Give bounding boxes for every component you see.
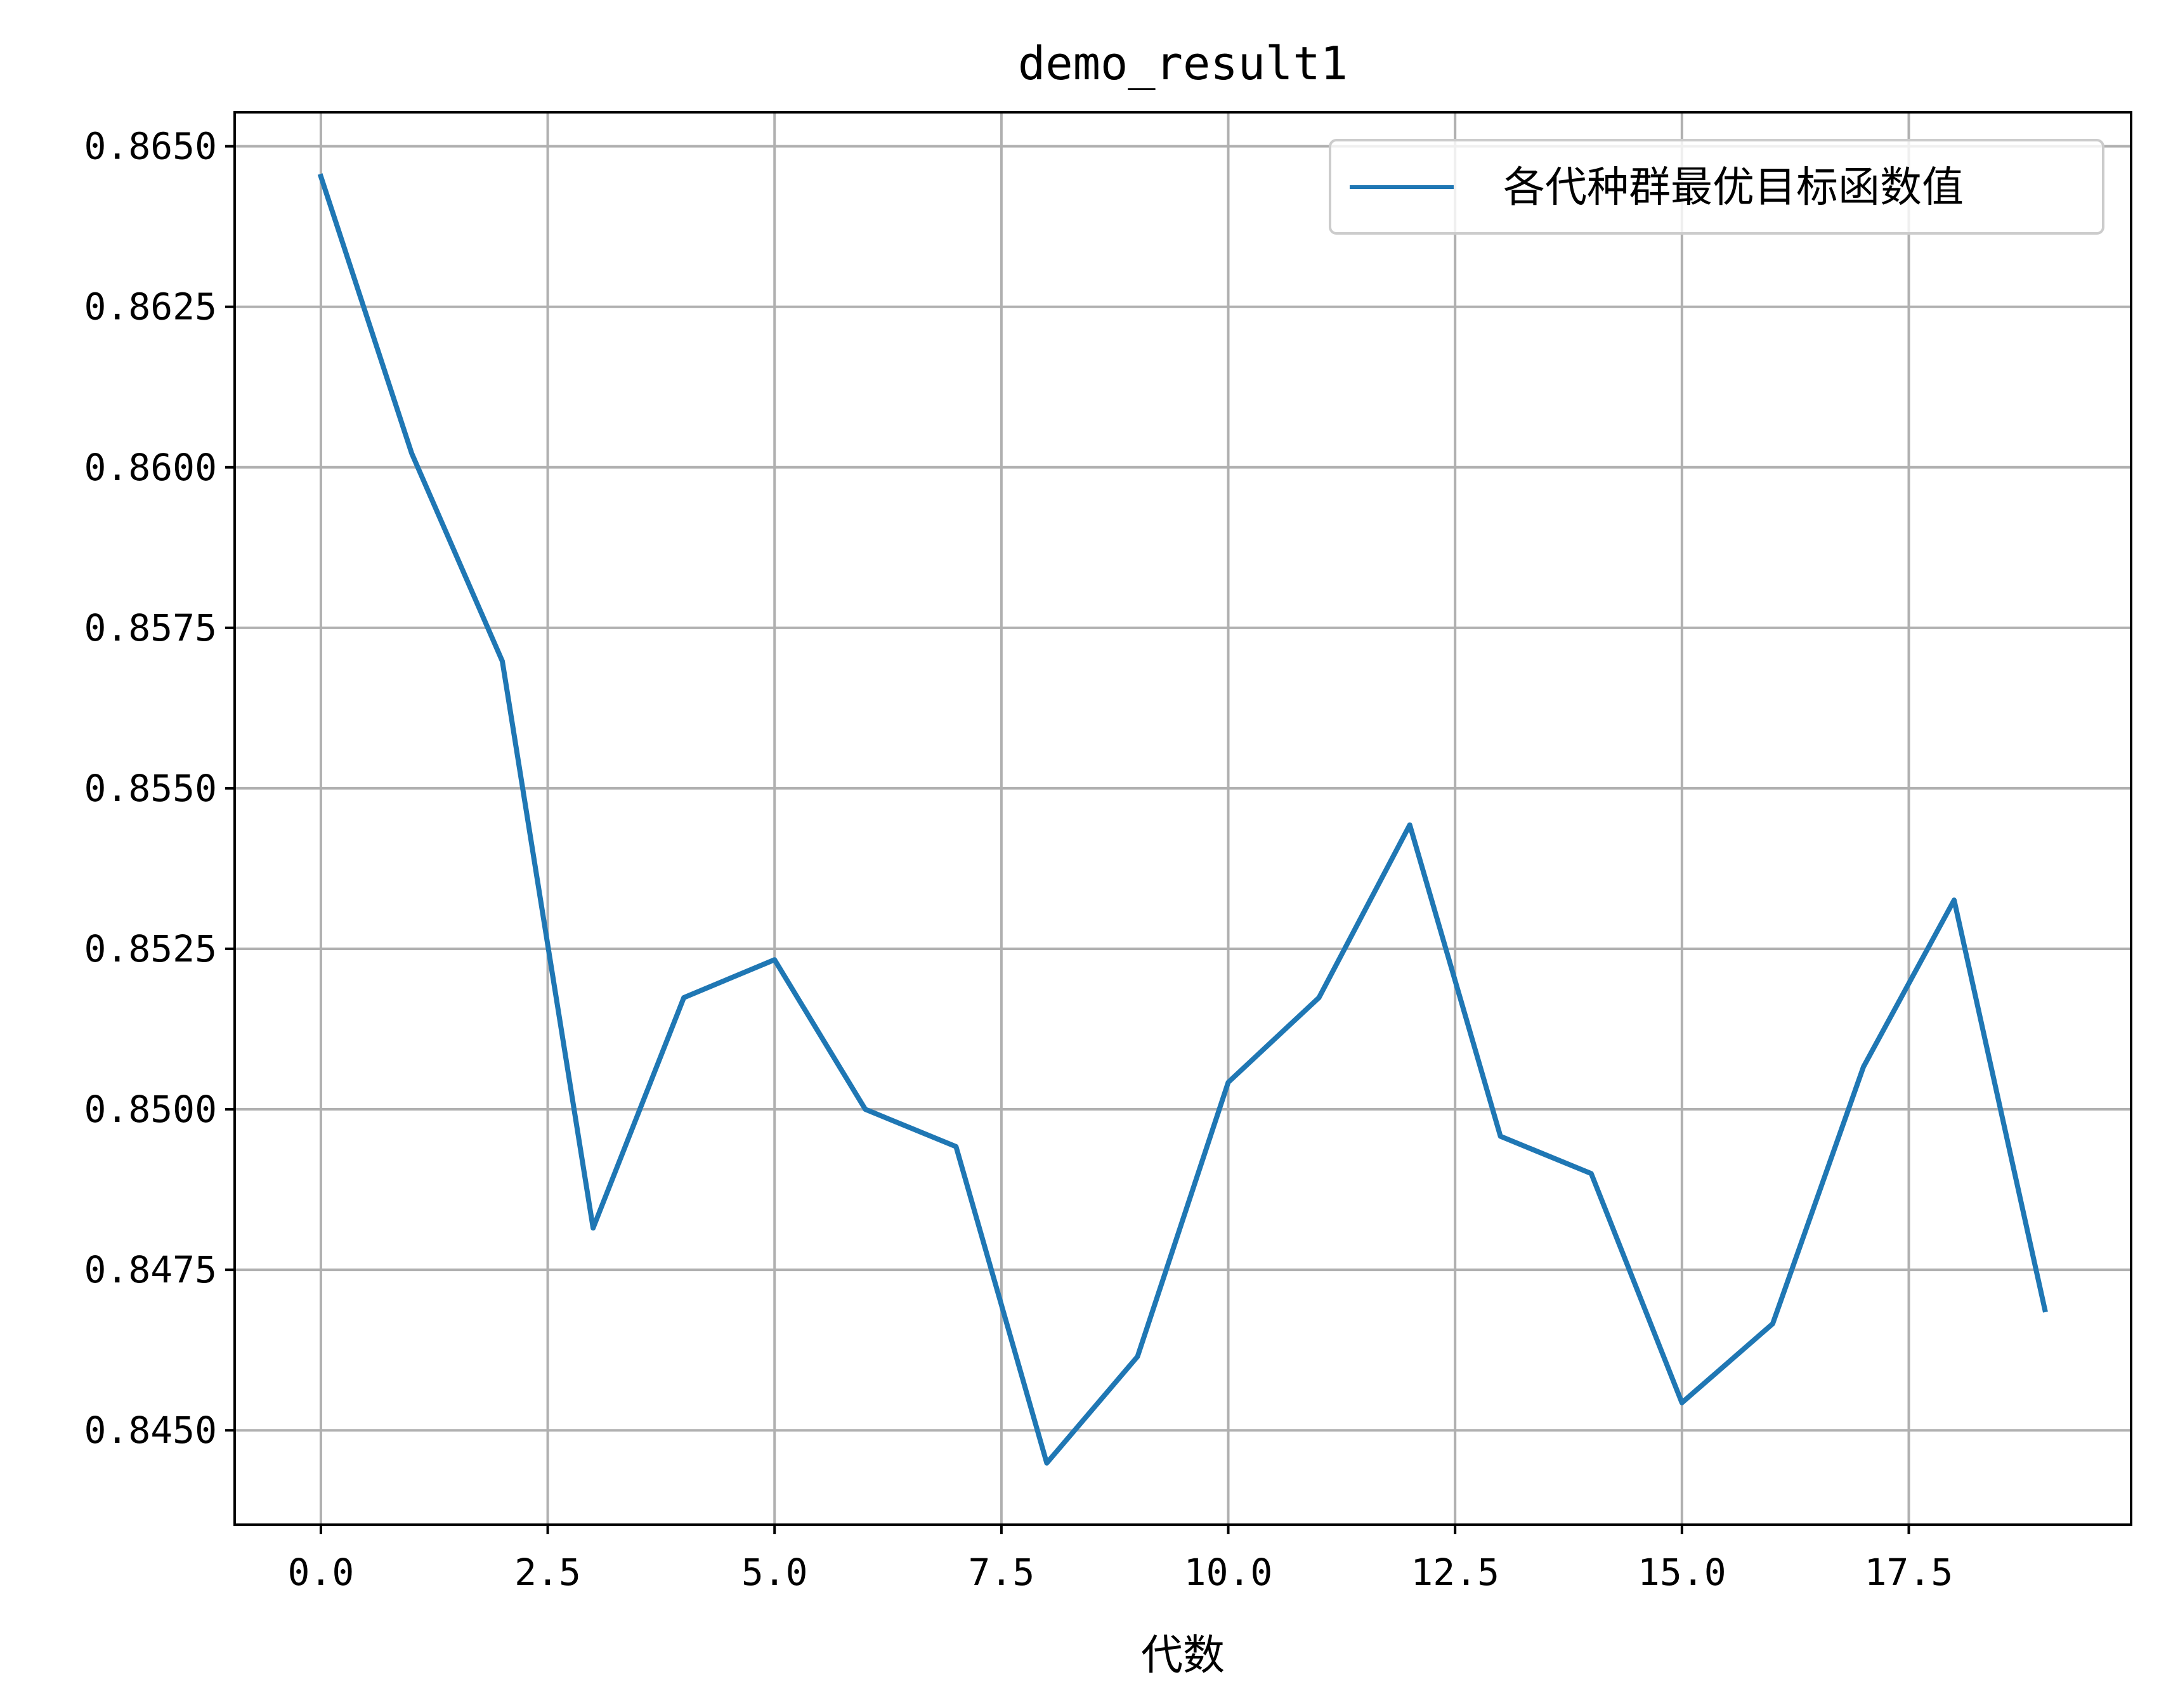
y-tick-label: 0.8575 bbox=[84, 606, 217, 649]
x-tick-label: 17.5 bbox=[1865, 1551, 1954, 1594]
legend-box bbox=[1329, 139, 2104, 235]
y-axis: 0.8450 0.8475 0.8500 0.8525 0.8550 0.8575 0.86… bbox=[84, 125, 235, 1452]
x-axis: 0.0 2.5 5.0 7.5 10.0 12.5 15.0 17.5 bbox=[288, 1525, 1954, 1594]
x-tick-label: 15.0 bbox=[1638, 1551, 1726, 1594]
x-axis-label: 代数 bbox=[1141, 1631, 1225, 1679]
plot-frame bbox=[233, 111, 2132, 1526]
legend: 各代种群最优目标函数值 bbox=[1329, 139, 2104, 235]
y-tick-label: 0.8550 bbox=[84, 767, 217, 810]
x-tick-label: 12.5 bbox=[1411, 1551, 1499, 1594]
y-tick-label: 0.8525 bbox=[84, 927, 217, 970]
legend-label: 各代种群最优目标函数值 bbox=[1503, 163, 1964, 212]
chart-title: demo_result1 bbox=[1018, 37, 1348, 90]
series-line bbox=[317, 173, 2048, 1466]
y-tick-label: 0.8625 bbox=[84, 285, 217, 329]
x-tick-label: 10.0 bbox=[1184, 1551, 1273, 1594]
y-tick-label: 0.8500 bbox=[84, 1088, 217, 1131]
x-tick-label: 0.0 bbox=[288, 1551, 355, 1594]
x-tick-label: 2.5 bbox=[514, 1551, 581, 1594]
x-tick-label: 7.5 bbox=[968, 1551, 1034, 1594]
y-tick-label: 0.8450 bbox=[84, 1409, 217, 1452]
series-layer bbox=[317, 173, 2048, 1466]
y-tick-label: 0.8600 bbox=[84, 446, 217, 489]
x-tick-label: 5.0 bbox=[741, 1551, 808, 1594]
y-tick-label: 0.8650 bbox=[84, 125, 217, 168]
y-tick-label: 0.8475 bbox=[84, 1248, 217, 1291]
